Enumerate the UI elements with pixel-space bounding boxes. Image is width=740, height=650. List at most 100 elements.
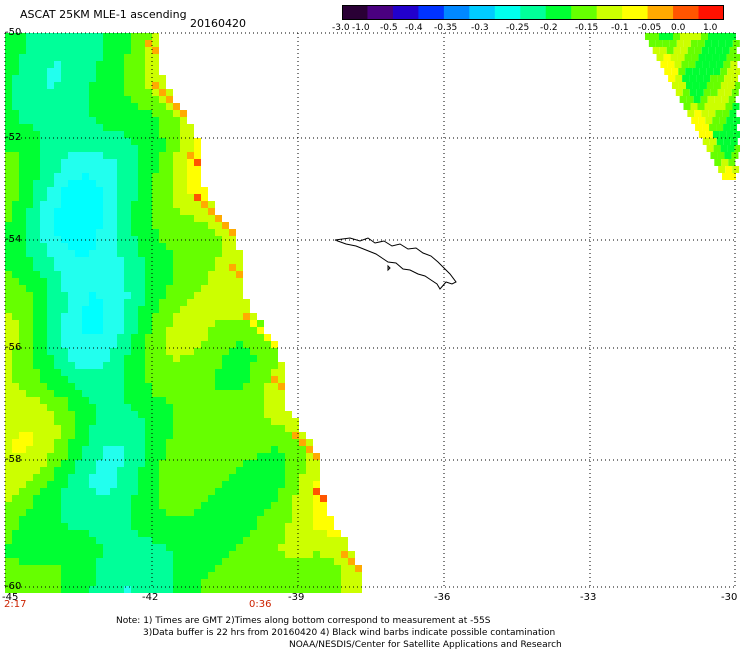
data-cell bbox=[33, 54, 40, 61]
data-cell bbox=[292, 509, 299, 516]
data-cell bbox=[145, 96, 152, 103]
data-cell bbox=[299, 509, 306, 516]
data-cell bbox=[110, 334, 117, 341]
data-cell bbox=[47, 418, 54, 425]
data-cell bbox=[131, 285, 138, 292]
data-cell bbox=[75, 33, 82, 40]
data-cell bbox=[47, 201, 54, 208]
data-cell bbox=[131, 551, 138, 558]
data-cell bbox=[166, 208, 173, 215]
data-cell bbox=[236, 551, 243, 558]
data-cell bbox=[222, 411, 229, 418]
data-cell bbox=[152, 341, 159, 348]
data-cell bbox=[229, 236, 236, 243]
data-cell bbox=[173, 348, 180, 355]
data-cell bbox=[5, 285, 12, 292]
data-cell bbox=[243, 516, 250, 523]
color-scale-label: 1.0 bbox=[703, 23, 718, 33]
data-cell bbox=[215, 446, 222, 453]
data-cell bbox=[96, 292, 103, 299]
data-cell bbox=[5, 138, 12, 145]
data-cell bbox=[159, 432, 166, 439]
data-cell bbox=[666, 33, 673, 40]
data-cell bbox=[61, 138, 68, 145]
data-cell bbox=[33, 89, 40, 96]
data-cell bbox=[5, 194, 12, 201]
data-cell bbox=[68, 215, 75, 222]
data-cell bbox=[722, 47, 730, 54]
data-cell bbox=[194, 159, 201, 166]
color-scale-swatch bbox=[342, 5, 369, 20]
data-cell bbox=[180, 187, 187, 194]
data-cell bbox=[728, 96, 736, 103]
data-cell bbox=[208, 271, 215, 278]
data-cell bbox=[68, 299, 75, 306]
data-cell bbox=[733, 117, 740, 124]
data-cell bbox=[82, 334, 89, 341]
data-cell bbox=[61, 432, 68, 439]
data-cell bbox=[89, 509, 96, 516]
data-cell bbox=[82, 551, 89, 558]
data-cell bbox=[320, 530, 327, 537]
data-cell bbox=[117, 313, 124, 320]
data-cell bbox=[201, 404, 208, 411]
data-cell bbox=[159, 502, 166, 509]
data-cell bbox=[68, 369, 75, 376]
data-cell bbox=[215, 586, 222, 593]
data-cell bbox=[33, 110, 40, 117]
data-cell bbox=[152, 439, 159, 446]
data-cell bbox=[173, 467, 180, 474]
data-cell bbox=[229, 348, 236, 355]
data-cell bbox=[75, 54, 82, 61]
data-cell bbox=[306, 481, 313, 488]
data-cell bbox=[222, 320, 229, 327]
data-cell bbox=[660, 61, 668, 68]
data-cell bbox=[12, 271, 19, 278]
data-cell bbox=[89, 523, 96, 530]
data-cell bbox=[131, 208, 138, 215]
data-cell bbox=[124, 355, 131, 362]
data-cell bbox=[711, 40, 719, 47]
data-cell bbox=[61, 390, 68, 397]
data-cell bbox=[5, 40, 12, 47]
data-cell bbox=[124, 425, 131, 432]
data-cell bbox=[215, 411, 222, 418]
data-cell bbox=[194, 572, 201, 579]
data-cell bbox=[313, 579, 320, 586]
data-cell bbox=[727, 82, 735, 89]
data-cell bbox=[26, 313, 33, 320]
data-cell bbox=[96, 565, 103, 572]
data-cell bbox=[103, 348, 110, 355]
data-cell bbox=[271, 551, 278, 558]
data-cell bbox=[187, 432, 194, 439]
data-cell bbox=[40, 439, 47, 446]
data-cell bbox=[47, 152, 54, 159]
data-cell bbox=[68, 523, 75, 530]
data-cell bbox=[250, 565, 257, 572]
data-cell bbox=[96, 474, 103, 481]
data-cell bbox=[82, 411, 89, 418]
data-cell bbox=[61, 166, 68, 173]
data-cell bbox=[19, 264, 26, 271]
data-cell bbox=[194, 383, 201, 390]
data-cell bbox=[47, 313, 54, 320]
data-cell bbox=[68, 544, 75, 551]
color-scale-swatch bbox=[392, 5, 419, 20]
data-cell bbox=[131, 40, 138, 47]
data-cell bbox=[719, 54, 727, 61]
data-cell bbox=[243, 474, 250, 481]
data-cell bbox=[180, 425, 187, 432]
data-cell bbox=[75, 586, 82, 593]
data-cell bbox=[89, 124, 96, 131]
data-cell bbox=[173, 138, 180, 145]
data-cell bbox=[180, 432, 187, 439]
data-cell bbox=[698, 54, 706, 61]
data-cell bbox=[145, 425, 152, 432]
data-cell bbox=[131, 187, 138, 194]
data-cell bbox=[180, 586, 187, 593]
data-cell bbox=[103, 110, 110, 117]
data-cell bbox=[47, 124, 54, 131]
data-cell bbox=[40, 306, 47, 313]
data-cell bbox=[110, 222, 117, 229]
data-cell bbox=[124, 579, 131, 586]
